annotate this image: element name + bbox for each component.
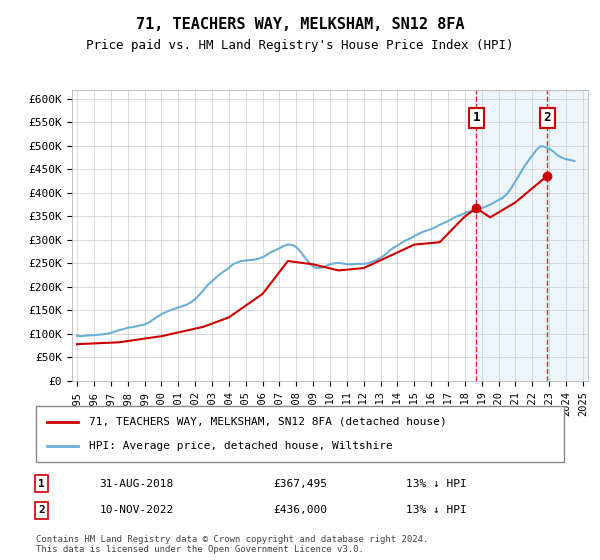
Text: Price paid vs. HM Land Registry's House Price Index (HPI): Price paid vs. HM Land Registry's House … (86, 39, 514, 52)
FancyBboxPatch shape (36, 406, 564, 462)
Text: £367,495: £367,495 (274, 478, 328, 488)
Text: 1: 1 (472, 111, 480, 124)
Bar (476, 90, 600, 381)
Text: 13% ↓ HPI: 13% ↓ HPI (406, 478, 466, 488)
Text: 2: 2 (543, 111, 551, 124)
Text: Contains HM Land Registry data © Crown copyright and database right 2024.
This d: Contains HM Land Registry data © Crown c… (36, 535, 428, 554)
Text: £436,000: £436,000 (274, 506, 328, 515)
Text: 2: 2 (38, 506, 44, 515)
Text: 71, TEACHERS WAY, MELKSHAM, SN12 8FA: 71, TEACHERS WAY, MELKSHAM, SN12 8FA (136, 17, 464, 32)
Text: 1: 1 (38, 478, 44, 488)
Text: 71, TEACHERS WAY, MELKSHAM, SN12 8FA (detached house): 71, TEACHERS WAY, MELKSHAM, SN12 8FA (de… (89, 417, 446, 427)
Text: HPI: Average price, detached house, Wiltshire: HPI: Average price, detached house, Wilt… (89, 441, 392, 451)
Text: 31-AUG-2018: 31-AUG-2018 (100, 478, 173, 488)
Text: 13% ↓ HPI: 13% ↓ HPI (406, 506, 466, 515)
Text: 10-NOV-2022: 10-NOV-2022 (100, 506, 173, 515)
